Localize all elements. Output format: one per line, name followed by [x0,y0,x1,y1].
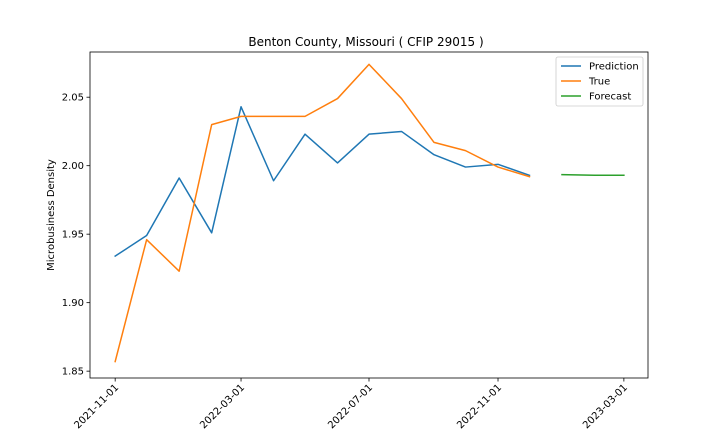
x-tick-label: 2022-11-01 [455,382,504,431]
legend: Prediction True Forecast [555,56,644,107]
legend-frame [555,56,644,107]
plot-lines [114,63,625,363]
x-axis: 2021-11-01 2022-03-01 2022-07-01 2022-11-01… [72,378,630,431]
y-axis: 1.85 1.90 1.95 2.00 2.05 [62,93,90,378]
x-tick-label: 2023-03-01 [581,382,630,431]
y-axis-label: Microbusiness Density [46,159,57,271]
x-tick-label: 2022-07-01 [326,382,375,431]
legend-label-true: True [588,77,610,88]
y-tick-label: 2.05 [62,93,84,104]
y-tick-label: 1.90 [62,298,84,309]
legend-label-prediction: Prediction [589,62,639,73]
series-line-prediction [114,106,531,258]
x-tick-label: 2021-11-01 [72,382,121,431]
y-tick-label: 2.00 [62,161,84,172]
y-tick-label: 1.95 [62,230,84,241]
y-tick-label: 1.85 [62,367,84,378]
series-line-forecast [561,173,625,177]
series-line-true [114,63,531,363]
x-tick-label: 2022-03-01 [198,382,247,431]
chart-title: Benton County, Missouri ( CFIP 29015 ) [248,35,483,49]
legend-label-forecast: Forecast [589,92,631,103]
